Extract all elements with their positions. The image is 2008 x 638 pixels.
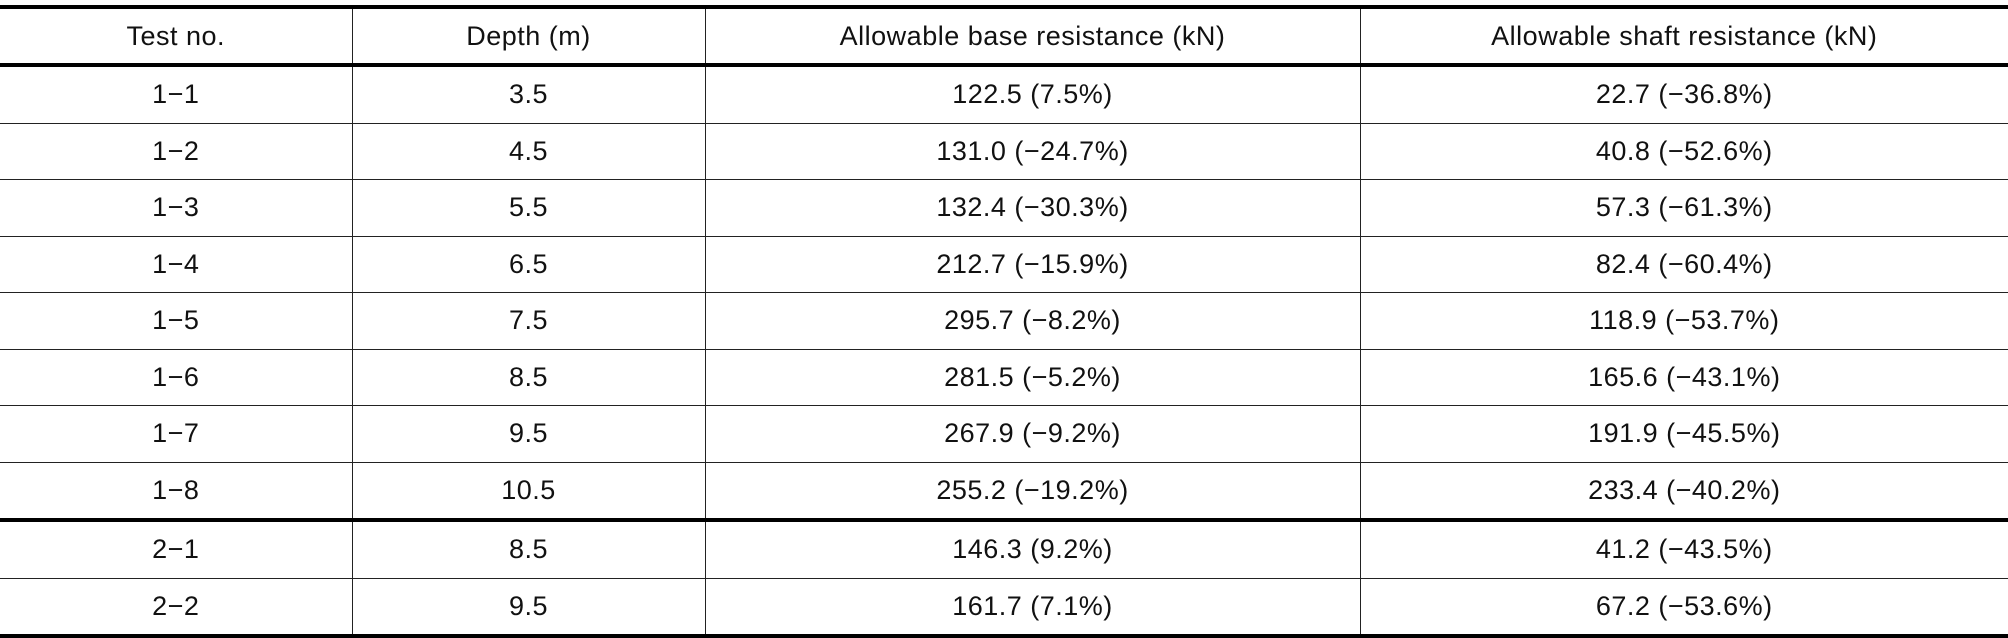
table-row: 1−5 7.5 295.7 (−8.2%) 118.9 (−53.7%)	[0, 292, 2008, 350]
table-cell: 1−2	[0, 123, 352, 180]
table-cell: 131.0 (−24.7%)	[704, 123, 1360, 180]
table-row: 1−3 5.5 132.4 (−30.3%) 57.3 (−61.3%)	[0, 179, 2008, 237]
table-header: Test no. Depth (m) Allowable base resistan…	[0, 5, 2008, 67]
table-row: 2−2 9.5 161.7 (7.1%) 67.2 (−53.6%)	[0, 578, 2008, 638]
table-cell: 1−6	[0, 349, 352, 406]
data-table: Test no. Depth (m) Allowable base resistan…	[0, 5, 2008, 638]
table-cell: 10.5	[351, 462, 705, 521]
row-group: 2−1 8.5 146.3 (9.2%) 41.2 (−43.5%) 2−2 9.5 161…	[0, 518, 2008, 638]
table-row: 1−6 8.5 281.5 (−5.2%) 165.6 (−43.1%)	[0, 349, 2008, 406]
table-cell: 7.5	[351, 292, 705, 350]
table-cell: 82.4 (−60.4%)	[1359, 236, 2008, 293]
table-cell: 1−5	[0, 292, 352, 350]
table-cell: 67.2 (−53.6%)	[1359, 578, 2008, 638]
table-cell: 8.5	[351, 518, 705, 579]
table-cell: 1−4	[0, 236, 352, 293]
table-row: 1−8 10.5 255.2 (−19.2%) 233.4 (−40.2%)	[0, 462, 2008, 521]
table-cell: 1−1	[0, 65, 352, 124]
table-cell: 1−3	[0, 179, 352, 237]
table-cell: 8.5	[351, 349, 705, 406]
table-cell: 161.7 (7.1%)	[704, 578, 1360, 638]
table-cell: 40.8 (−52.6%)	[1359, 123, 2008, 180]
table-cell: 22.7 (−36.8%)	[1359, 65, 2008, 124]
table-cell: 255.2 (−19.2%)	[704, 462, 1360, 521]
table-cell: 132.4 (−30.3%)	[704, 179, 1360, 237]
table-cell: 4.5	[351, 123, 705, 180]
table-row: 1−4 6.5 212.7 (−15.9%) 82.4 (−60.4%)	[0, 236, 2008, 293]
table-cell: 3.5	[351, 65, 705, 124]
table-cell: 146.3 (9.2%)	[704, 518, 1360, 579]
table-row: 1−2 4.5 131.0 (−24.7%) 40.8 (−52.6%)	[0, 123, 2008, 180]
header-cell: Allowable shaft resistance (kN)	[1359, 5, 2008, 67]
header-cell: Test no.	[0, 5, 352, 67]
table-cell: 281.5 (−5.2%)	[704, 349, 1360, 406]
table-row: 1−7 9.5 267.9 (−9.2%) 191.9 (−45.5%)	[0, 405, 2008, 463]
table-cell: 267.9 (−9.2%)	[704, 405, 1360, 463]
table-cell: 191.9 (−45.5%)	[1359, 405, 2008, 463]
table-cell: 233.4 (−40.2%)	[1359, 462, 2008, 521]
table-cell: 41.2 (−43.5%)	[1359, 518, 2008, 579]
table-cell: 212.7 (−15.9%)	[704, 236, 1360, 293]
row-group: 1−1 3.5 122.5 (7.5%) 22.7 (−36.8%) 1−2 4.5 131…	[0, 65, 2008, 521]
table-cell: 118.9 (−53.7%)	[1359, 292, 2008, 350]
table-cell: 122.5 (7.5%)	[704, 65, 1360, 124]
table-cell: 2−1	[0, 518, 352, 579]
table-row: 2−1 8.5 146.3 (9.2%) 41.2 (−43.5%)	[0, 518, 2008, 579]
table-cell: 57.3 (−61.3%)	[1359, 179, 2008, 237]
header-row: Test no. Depth (m) Allowable base resistan…	[0, 5, 2008, 67]
table-cell: 295.7 (−8.2%)	[704, 292, 1360, 350]
table-row: 1−1 3.5 122.5 (7.5%) 22.7 (−36.8%)	[0, 65, 2008, 124]
table-cell: 5.5	[351, 179, 705, 237]
table-cell: 1−7	[0, 405, 352, 463]
table-cell: 165.6 (−43.1%)	[1359, 349, 2008, 406]
table-cell: 6.5	[351, 236, 705, 293]
table-cell: 1−8	[0, 462, 352, 521]
header-cell: Allowable base resistance (kN)	[704, 5, 1360, 67]
table-cell: 9.5	[351, 578, 705, 638]
table-cell: 9.5	[351, 405, 705, 463]
table-cell: 2−2	[0, 578, 352, 638]
header-cell: Depth (m)	[351, 5, 705, 67]
